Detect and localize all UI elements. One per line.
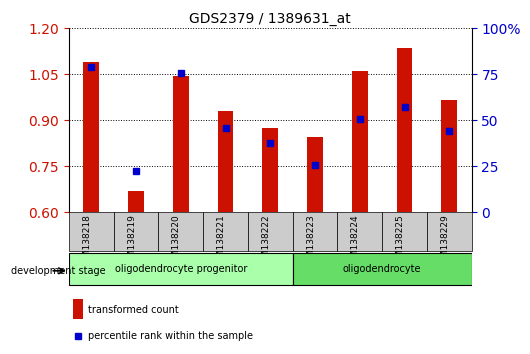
Text: GSM138225: GSM138225 [395, 215, 404, 269]
Title: GDS2379 / 1389631_at: GDS2379 / 1389631_at [189, 12, 351, 26]
Bar [293, 253, 472, 285]
Bar [352, 71, 368, 212]
Bar [441, 101, 457, 212]
Bar [397, 48, 412, 212]
Bar [69, 212, 113, 251]
Bar [307, 137, 323, 212]
Text: oligodendrocyte: oligodendrocyte [343, 264, 421, 274]
Bar [83, 62, 99, 212]
Text: GSM138222: GSM138222 [261, 215, 270, 269]
Bar [69, 253, 293, 285]
Text: development stage: development stage [11, 266, 105, 276]
Text: GSM138218: GSM138218 [82, 215, 91, 269]
Text: transformed count: transformed count [88, 305, 179, 315]
Bar [427, 212, 472, 251]
Bar [173, 76, 189, 212]
Text: GSM138220: GSM138220 [172, 215, 181, 269]
Bar [262, 128, 278, 212]
Bar [158, 212, 203, 251]
Bar [293, 212, 338, 251]
Text: oligodendrocyte progenitor: oligodendrocyte progenitor [114, 264, 247, 274]
Bar [73, 299, 83, 319]
Bar [382, 212, 427, 251]
Text: GSM138223: GSM138223 [306, 215, 315, 269]
Text: GSM138219: GSM138219 [127, 215, 136, 269]
Bar [218, 111, 233, 212]
Text: GSM138224: GSM138224 [351, 215, 360, 269]
Bar [203, 212, 248, 251]
Text: percentile rank within the sample: percentile rank within the sample [88, 331, 253, 341]
Bar [128, 191, 144, 212]
Text: GSM138229: GSM138229 [440, 215, 449, 269]
Bar [248, 212, 293, 251]
Bar [338, 212, 382, 251]
Bar [113, 212, 158, 251]
Text: GSM138221: GSM138221 [217, 215, 226, 269]
